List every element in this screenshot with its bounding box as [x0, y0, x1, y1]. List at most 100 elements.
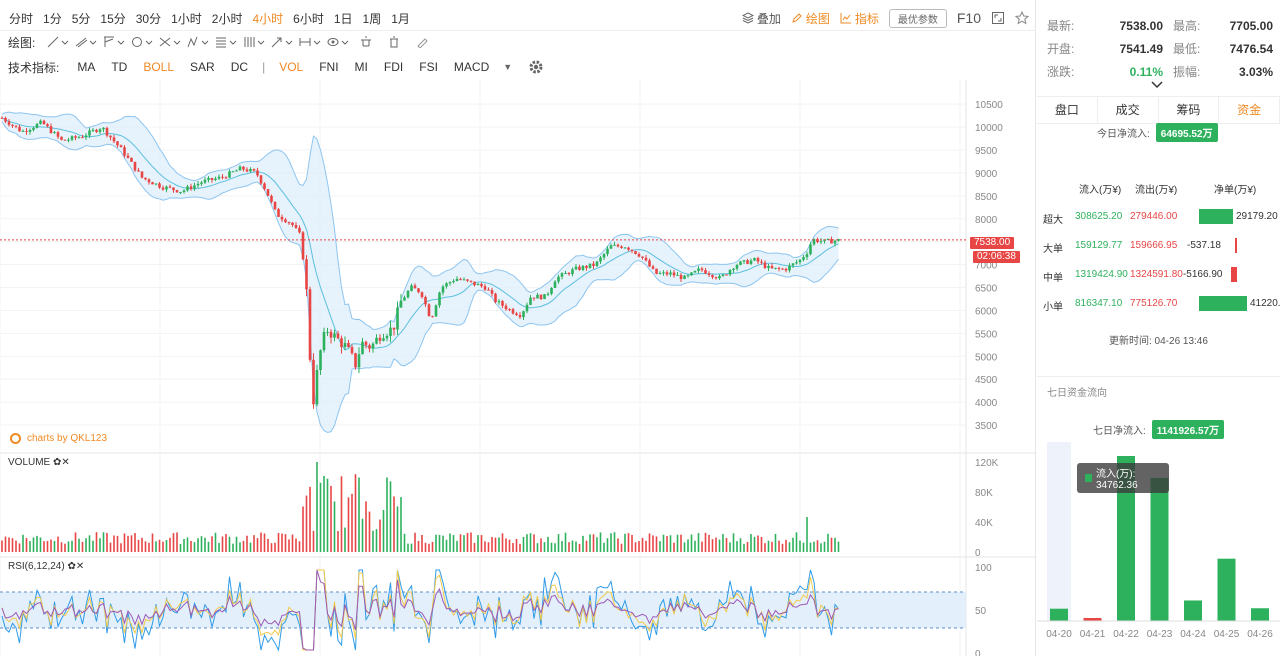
sub-indicator-vol[interactable]: VOL — [279, 60, 304, 74]
draw-button[interactable]: 绘图 — [791, 10, 830, 27]
sub-indicator-fsi[interactable]: FSI — [419, 60, 438, 74]
settings-icon[interactable]: ✿ — [53, 457, 62, 468]
close-icon[interactable]: ✕ — [61, 457, 70, 468]
volume-bar — [302, 506, 304, 552]
flow-name: 大单 — [1043, 244, 1063, 255]
seven-day-bar-chart[interactable]: 04-20 04-21 04-22 04-23 04-24 04-25 04-26 — [1037, 426, 1280, 656]
candle-body — [585, 265, 588, 268]
volume-bar — [81, 541, 84, 552]
pattern-tool-icon[interactable] — [185, 32, 211, 52]
volume-bar — [813, 541, 815, 552]
indicator-dc[interactable]: DC — [230, 60, 249, 74]
period-9[interactable]: 1日 — [333, 11, 353, 26]
candle-body — [648, 260, 651, 267]
tab-1[interactable]: 成交 — [1098, 97, 1159, 123]
candlestick-chart[interactable]: 1050010000950090008500800075007000650060… — [0, 80, 1036, 656]
flow-bar — [1217, 558, 1236, 621]
candle-body — [308, 289, 312, 360]
period-2[interactable]: 5分 — [71, 11, 91, 26]
sub-indicator-macd[interactable]: MACD — [453, 60, 490, 74]
chevron-down-icon[interactable] — [1151, 78, 1163, 92]
candle-body — [606, 248, 609, 254]
volume-bar — [71, 540, 73, 552]
indicator-sar[interactable]: SAR — [190, 60, 215, 74]
gann-tool-icon[interactable] — [241, 32, 267, 52]
period-11[interactable]: 1月 — [391, 11, 410, 26]
sub-indicator-fdi[interactable]: FDI — [383, 60, 404, 74]
candle-body — [371, 343, 375, 349]
candle-body — [819, 241, 823, 243]
volume-bar — [190, 541, 192, 552]
indicator-ma[interactable]: MA — [77, 60, 96, 74]
star-icon[interactable] — [1015, 11, 1029, 25]
candle-body — [200, 182, 203, 184]
cross-tool-icon[interactable] — [157, 32, 183, 52]
quote-row: 涨跌: 0.11% 振幅: 3.03% — [1047, 60, 1273, 83]
sub-indicator-fni[interactable]: FNI — [319, 60, 339, 74]
candle-body — [105, 127, 109, 136]
period-4[interactable]: 30分 — [135, 11, 162, 26]
period-8[interactable]: 6小时 — [293, 11, 324, 26]
circle-tool-icon[interactable] — [129, 32, 155, 52]
period-1[interactable]: 1分 — [43, 11, 62, 26]
f10-button[interactable]: F10 — [956, 10, 981, 26]
tab-2[interactable]: 筹码 — [1159, 97, 1220, 123]
indicator-button[interactable]: 指标 — [840, 10, 879, 27]
eye-tool-icon[interactable] — [325, 32, 351, 52]
tab-3[interactable]: 资金 — [1219, 97, 1280, 123]
period-10[interactable]: 1周 — [362, 11, 382, 26]
best-params-button[interactable]: 最优参数 — [888, 8, 947, 28]
period-3[interactable]: 15分 — [100, 11, 126, 26]
candle-body — [406, 291, 410, 298]
period-0[interactable]: 分时 — [9, 11, 34, 26]
lock-tool-icon[interactable] — [353, 32, 379, 52]
volume-bar — [781, 543, 784, 552]
candle-body — [490, 290, 494, 294]
candle-body — [312, 359, 315, 405]
candle-body — [487, 289, 490, 291]
candle-body — [644, 257, 648, 261]
candle-body — [11, 124, 14, 126]
volume-bar — [319, 482, 322, 552]
trash-icon[interactable] — [381, 32, 407, 52]
price-tick: 6500 — [975, 284, 998, 295]
ray-tool-icon[interactable] — [73, 32, 99, 52]
indicator-boll[interactable]: BOLL — [143, 60, 175, 74]
fullscreen-icon[interactable] — [991, 11, 1005, 25]
fib-tool-icon[interactable] — [213, 32, 239, 52]
measure-tool-icon[interactable] — [297, 32, 323, 52]
volume-bar — [29, 541, 31, 552]
sub-indicator-mi[interactable]: MI — [354, 60, 368, 74]
indicator-label: 指标 — [854, 11, 879, 26]
volume-bar — [550, 542, 553, 552]
eraser-icon[interactable] — [409, 32, 435, 52]
candle-body — [630, 249, 634, 252]
volume-bar — [487, 542, 490, 552]
candle-body — [32, 127, 35, 130]
indicator-td[interactable]: TD — [111, 60, 128, 74]
volume-bar — [788, 542, 791, 552]
candle-body — [592, 263, 595, 266]
volume-bar — [323, 475, 325, 552]
period-7[interactable]: 4小时 — [252, 11, 284, 26]
candle-body — [462, 279, 466, 281]
channel-tool-icon[interactable] — [101, 32, 127, 52]
arrow-tool-icon[interactable] — [269, 32, 295, 52]
volume-bar — [792, 537, 794, 552]
volume-bar — [526, 534, 528, 552]
more-dropdown-icon[interactable]: ▼ — [503, 62, 513, 72]
period-5[interactable]: 1小时 — [171, 11, 202, 26]
candle-body — [168, 186, 172, 188]
tab-0[interactable]: 盘口 — [1037, 97, 1098, 123]
volume-bar — [207, 541, 210, 552]
settings-gear-icon[interactable] — [528, 59, 544, 75]
volume-bar — [834, 537, 836, 552]
overlay-button[interactable]: 叠加 — [741, 10, 781, 27]
candle-body — [693, 270, 697, 273]
candle-body — [532, 297, 536, 299]
close-icon[interactable]: ✕ — [75, 561, 85, 572]
volume-bar — [561, 541, 563, 552]
line-tool-icon[interactable] — [45, 32, 71, 52]
settings-icon[interactable]: ✿ — [67, 561, 76, 572]
period-6[interactable]: 2小时 — [211, 11, 243, 26]
